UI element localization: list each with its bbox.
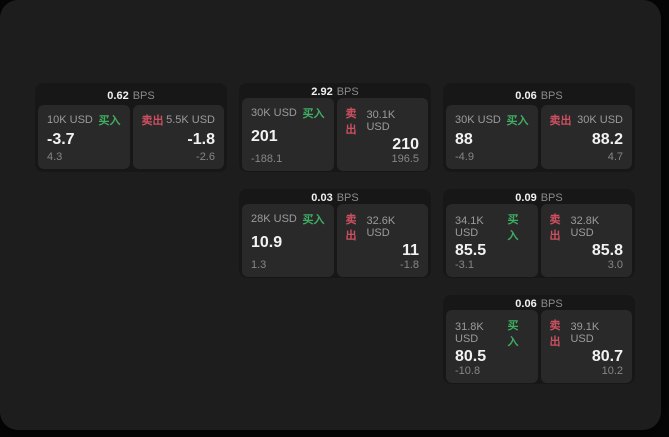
sell-price: 88.2 [591, 130, 623, 148]
quote-card: 0.06 BPS 30K USD 买入 88 -4.9 卖出 30K USD [443, 83, 635, 172]
quote-card: 2.92 BPS 30K USD 买入 201 -188.1 卖出 30.1K … [239, 83, 431, 172]
sell-delta: 10.2 [601, 365, 623, 377]
bps-header: 0.03 BPS [242, 192, 428, 204]
buy-delta: -4.9 [455, 151, 474, 163]
bps-value: 0.06 [515, 89, 537, 102]
buy-label: 买入 [302, 214, 325, 226]
buy-delta: -10.8 [455, 365, 481, 377]
sell-panel[interactable]: 卖出 30.1K USD 210 196.5 [336, 98, 428, 171]
bps-header: 0.06 BPS [446, 86, 632, 105]
bps-unit-label: BPS [540, 192, 563, 204]
sell-amount: 30K USD [577, 114, 623, 126]
sell-price: 11 [402, 242, 419, 259]
buy-delta: 1.3 [251, 259, 267, 271]
sell-delta: 3.0 [607, 259, 623, 271]
sell-delta: -2.6 [196, 151, 215, 163]
buy-panel[interactable]: 30K USD 买入 201 -188.1 [242, 98, 334, 171]
sell-panel[interactable]: 卖出 5.5K USD -1.8 -2.6 [132, 105, 224, 169]
bps-header: 2.92 BPS [242, 86, 428, 98]
buy-price: 10.9 [251, 234, 283, 251]
bps-value: 0.62 [107, 89, 129, 102]
sell-price: 85.8 [591, 242, 623, 259]
sell-amount: 30.1K USD [366, 109, 396, 133]
quote-card-body: 30K USD 买入 88 -4.9 卖出 30K USD 88.2 4.7 [446, 105, 632, 169]
sell-panel[interactable]: 卖出 39.1K USD 80.7 10.2 [540, 310, 632, 383]
sell-label: 卖出 [345, 108, 357, 136]
bps-value: 2.92 [311, 86, 333, 98]
buy-price: 80.5 [455, 348, 487, 365]
buy-panel[interactable]: 28K USD 买入 10.9 1.3 [242, 204, 334, 277]
sell-label: 卖出 [345, 214, 357, 242]
buy-panel[interactable]: 31.8K USD 买入 80.5 -10.8 [446, 310, 538, 383]
buy-amount: 10K USD [47, 114, 93, 126]
buy-amount: 28K USD [251, 213, 297, 225]
sell-price: 80.7 [591, 348, 623, 365]
sell-panel[interactable]: 卖出 32.8K USD 85.8 3.0 [540, 204, 632, 277]
buy-price: 85.5 [455, 242, 487, 259]
bps-value: 0.03 [311, 192, 333, 204]
quote-card-body: 10K USD 买入 -3.7 4.3 卖出 5.5K USD -1.8 -2.… [38, 105, 224, 169]
sell-amount: 5.5K USD [166, 114, 215, 126]
buy-label: 买入 [507, 214, 519, 242]
buy-delta: 4.3 [47, 151, 63, 163]
buy-panel[interactable]: 10K USD 买入 -3.7 4.3 [38, 105, 130, 169]
sell-amount: 32.8K USD [570, 215, 600, 239]
sell-delta: 4.7 [607, 151, 623, 163]
buy-amount: 34.1K USD [455, 215, 484, 239]
sell-delta: 196.5 [391, 153, 419, 165]
buy-amount: 30K USD [455, 114, 501, 126]
quote-card: 0.09 BPS 34.1K USD 买入 85.5 -3.1 卖出 32.8K… [443, 189, 635, 278]
quote-card-body: 31.8K USD 买入 80.5 -10.8 卖出 39.1K USD 80.… [446, 310, 632, 383]
quote-card: 0.03 BPS 28K USD 买入 10.9 1.3 卖出 32.6K US… [239, 189, 431, 278]
buy-price: -3.7 [47, 130, 75, 148]
sell-panel[interactable]: 卖出 32.6K USD 11 -1.8 [336, 204, 428, 277]
buy-delta: -3.1 [455, 259, 474, 271]
buy-label: 买入 [98, 115, 121, 127]
quote-card-body: 28K USD 买入 10.9 1.3 卖出 32.6K USD 11 -1.8 [242, 204, 428, 277]
buy-price: 88 [455, 130, 473, 148]
bps-unit-label: BPS [540, 298, 563, 310]
bps-value: 0.09 [515, 192, 537, 204]
sell-label: 卖出 [549, 115, 572, 127]
bps-unit-label: BPS [336, 192, 359, 204]
bps-header: 0.06 BPS [446, 298, 632, 310]
bps-header: 0.09 BPS [446, 192, 632, 204]
bps-value: 0.06 [515, 298, 537, 310]
buy-amount: 30K USD [251, 107, 297, 119]
app-window: 0.62 BPS 10K USD 买入 -3.7 4.3 卖出 5.5K USD [0, 0, 661, 430]
sell-amount: 32.6K USD [366, 215, 396, 239]
buy-amount: 31.8K USD [455, 321, 484, 345]
buy-label: 买入 [302, 108, 325, 120]
buy-label: 买入 [507, 320, 519, 348]
quote-card-body: 30K USD 买入 201 -188.1 卖出 30.1K USD 210 1… [242, 98, 428, 171]
bps-header: 0.62 BPS [38, 86, 224, 105]
sell-label: 卖出 [549, 214, 561, 242]
buy-label: 买入 [506, 115, 529, 127]
sell-amount: 39.1K USD [570, 321, 600, 345]
quote-card-body: 34.1K USD 买入 85.5 -3.1 卖出 32.8K USD 85.8… [446, 204, 632, 277]
bps-unit-label: BPS [336, 86, 359, 98]
quote-card: 0.62 BPS 10K USD 买入 -3.7 4.3 卖出 5.5K USD [35, 83, 227, 172]
buy-panel[interactable]: 30K USD 买入 88 -4.9 [446, 105, 538, 169]
bps-unit-label: BPS [132, 89, 155, 102]
quote-card: 0.06 BPS 31.8K USD 买入 80.5 -10.8 卖出 39.1… [443, 295, 635, 384]
buy-delta: -188.1 [251, 153, 283, 165]
buy-price: 201 [251, 128, 278, 145]
sell-panel[interactable]: 卖出 30K USD 88.2 4.7 [540, 105, 632, 169]
sell-price: 210 [392, 136, 419, 153]
quote-cards-grid: 0.62 BPS 10K USD 买入 -3.7 4.3 卖出 5.5K USD [35, 83, 635, 384]
sell-delta: -1.8 [400, 259, 419, 271]
buy-panel[interactable]: 34.1K USD 买入 85.5 -3.1 [446, 204, 538, 277]
sell-price: -1.8 [187, 130, 215, 148]
sell-label: 卖出 [549, 320, 561, 348]
bps-unit-label: BPS [540, 89, 563, 102]
sell-label: 卖出 [141, 115, 164, 127]
